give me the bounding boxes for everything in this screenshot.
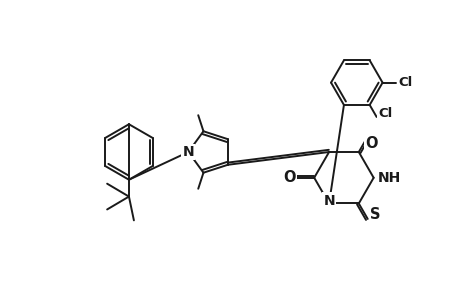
Text: NH: NH bbox=[377, 171, 400, 185]
Text: N: N bbox=[323, 194, 334, 208]
Text: S: S bbox=[369, 208, 380, 223]
Text: Cl: Cl bbox=[378, 107, 392, 121]
Text: O: O bbox=[283, 170, 295, 185]
Text: O: O bbox=[364, 136, 377, 151]
Text: Cl: Cl bbox=[397, 76, 412, 89]
Text: N: N bbox=[182, 145, 194, 159]
